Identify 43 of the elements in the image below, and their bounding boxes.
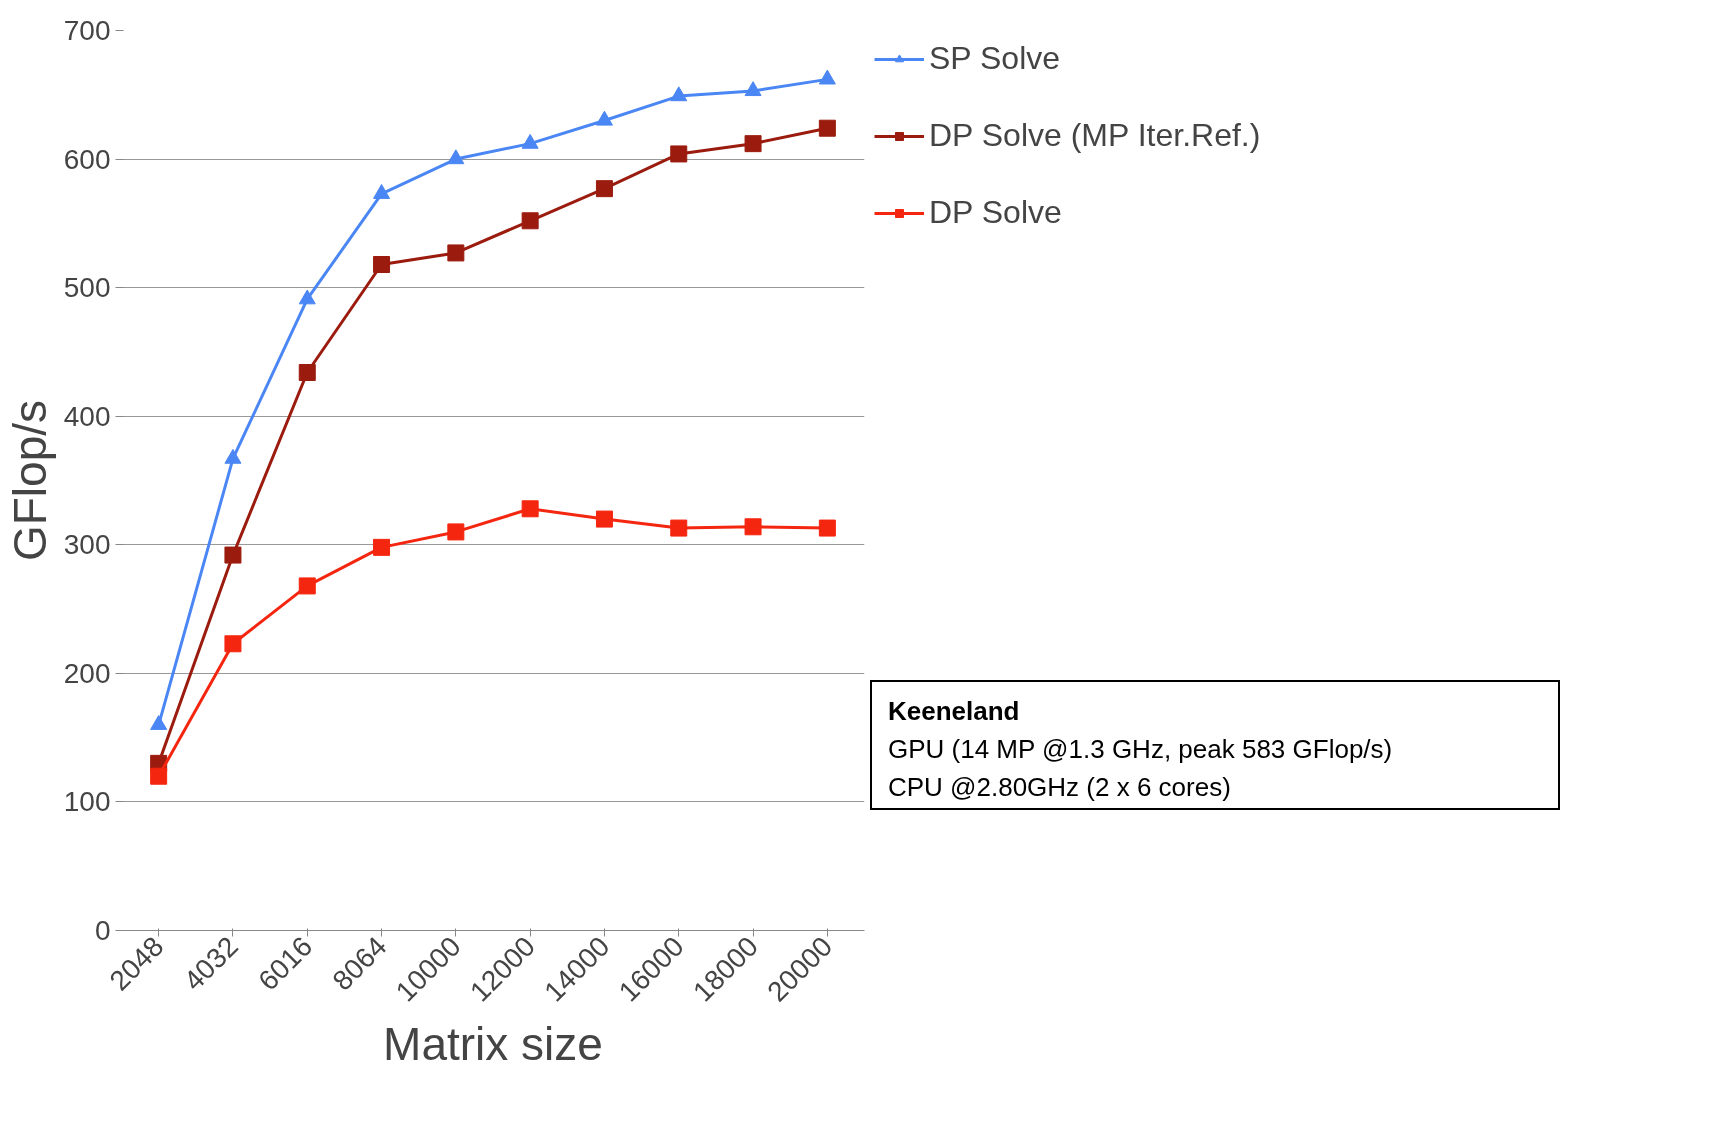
- point: [447, 244, 465, 262]
- point: [224, 635, 242, 653]
- point: [373, 538, 391, 556]
- point: [298, 364, 316, 381]
- point: [521, 500, 539, 518]
- point: [670, 519, 688, 537]
- point: [818, 69, 836, 85]
- legend-label: DP Solve: [929, 194, 1062, 231]
- point: [521, 212, 539, 230]
- point: [818, 519, 836, 537]
- point: [744, 518, 762, 536]
- y-tick-label: 0: [94, 915, 111, 946]
- text: Keeneland: [888, 695, 1021, 728]
- y-tick-label: 200: [63, 657, 111, 689]
- point: [818, 119, 836, 137]
- point: [298, 289, 316, 305]
- point: [447, 523, 465, 541]
- point: [373, 184, 391, 199]
- text: GPU (14 MP @1.3 GHz, peak 583 GFlop/s): [888, 733, 1393, 766]
- y-tick-label: 700: [63, 15, 111, 46]
- point: [670, 145, 688, 163]
- point: [595, 110, 613, 126]
- legend-label: SP Solve: [929, 40, 1061, 77]
- text: CPU @2.80GHz (2 x 6 cores): [888, 771, 1232, 804]
- point: [373, 256, 391, 273]
- point: [744, 135, 762, 153]
- point: [521, 133, 539, 149]
- point: [595, 180, 613, 198]
- y-tick-label: 100: [63, 786, 111, 818]
- point: [744, 81, 762, 97]
- y-tick-label: 300: [63, 529, 111, 561]
- y-tick-label: 500: [63, 272, 111, 304]
- y-tick-label: 400: [63, 400, 111, 432]
- point: [224, 546, 242, 564]
- point: [447, 149, 465, 165]
- legend-label: DP Solve (MP Iter.Ref.): [929, 117, 1261, 154]
- point: [670, 86, 688, 102]
- point: [298, 577, 316, 595]
- point: [150, 767, 168, 785]
- y-tick-label: 600: [63, 143, 111, 175]
- point: [595, 510, 613, 528]
- x-axis-title: Matrix size: [383, 1017, 603, 1070]
- y-axis-title: GFlop/s: [3, 399, 56, 562]
